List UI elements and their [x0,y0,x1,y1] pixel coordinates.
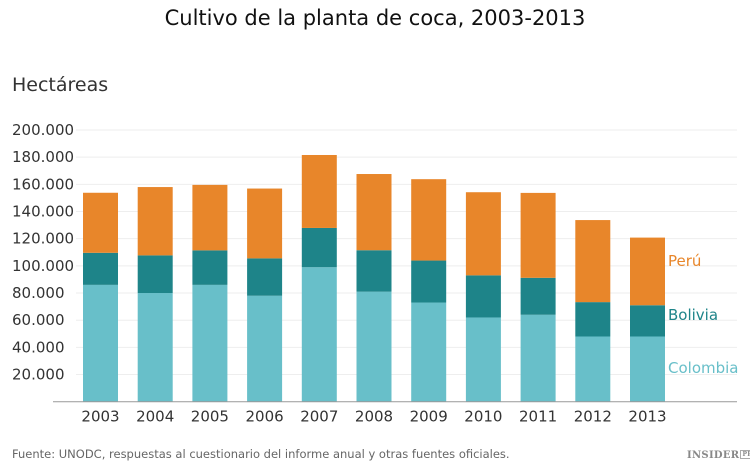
bar-peru-2009 [411,179,447,261]
legend-label-peru: Perú [668,252,701,270]
bar-peru-2010 [465,192,501,276]
x-tick-label: 2004 [136,408,174,426]
bar-bolivia-2010 [465,275,501,318]
bar-peru-2012 [575,220,611,303]
bar-bolivia-2013 [630,305,665,337]
y-tick-label: 160.000 [12,175,74,193]
bar-bolivia-2007 [301,227,337,268]
stacked-bar-chart: 20.000 40.000 60.000 80.000 100.000 120.000 14… [12,121,739,426]
bar-peru-2003 [83,192,118,253]
y-tick-label: 200.000 [12,121,74,139]
x-tick-label: 2012 [574,408,612,426]
bar-bolivia-2004 [137,255,173,294]
source-note: Fuente: UNODC, respuestas al cuestionari… [12,447,510,461]
bar-peru-2011 [520,192,556,278]
x-tick-label: 2010 [464,408,502,426]
bar-colombia-2009 [411,302,447,402]
bar-colombia-2005 [192,284,228,402]
bar-bolivia-2008 [356,250,392,292]
bar-peru-2006 [247,188,283,259]
y-tick-label: 20.000 [12,366,65,384]
x-tick-label: 2008 [355,408,393,426]
x-tick-label: 2006 [246,408,284,426]
y-tick-label: 180.000 [12,148,74,166]
bar-colombia-2006 [247,295,283,402]
x-tick-label: 2011 [519,408,557,426]
x-tick-label: 2009 [410,408,448,426]
y-tick-label: 120.000 [12,230,74,248]
bar-colombia-2003 [83,284,118,402]
y-tick-label: 140.000 [12,203,74,221]
bar-colombia-2010 [465,317,501,402]
y-tick-label: 100.000 [12,257,74,275]
y-tick-label: 60.000 [12,311,65,329]
y-tick-label: 80.000 [12,284,65,302]
x-tick-label: 2013 [628,408,666,426]
insider-pro-logo: INSIDERPRO [687,450,750,461]
bar-bolivia-2005 [192,250,228,285]
y-tick-label: 40.000 [12,338,65,356]
bar-peru-2005 [192,184,228,251]
chart-title: Cultivo de la planta de coca, 2003-2013 [164,6,586,30]
bar-bolivia-2006 [247,258,283,296]
bar-peru-2004 [137,187,173,256]
bar-bolivia-2011 [520,277,556,315]
bar-bolivia-2012 [575,302,611,337]
y-axis-label: Hectáreas [12,74,109,96]
x-tick-label: 2005 [191,408,229,426]
bar-colombia-2004 [137,293,173,402]
bar-colombia-2011 [520,314,556,402]
bar-colombia-2012 [575,336,611,402]
x-tick-label: 2003 [81,408,119,426]
x-tick-label: 2007 [300,408,338,426]
bar-peru-2007 [301,154,337,228]
bar-bolivia-2009 [411,260,447,303]
bar-bolivia-2003 [83,252,118,285]
bar-peru-2013 [630,237,665,306]
bar-colombia-2013 [630,336,665,402]
legend-label-bolivia: Bolivia [668,306,718,324]
bar-peru-2008 [356,174,392,251]
legend-label-colombia: Colombia [668,359,739,377]
bar-colombia-2007 [301,267,337,402]
bar-colombia-2008 [356,291,392,402]
